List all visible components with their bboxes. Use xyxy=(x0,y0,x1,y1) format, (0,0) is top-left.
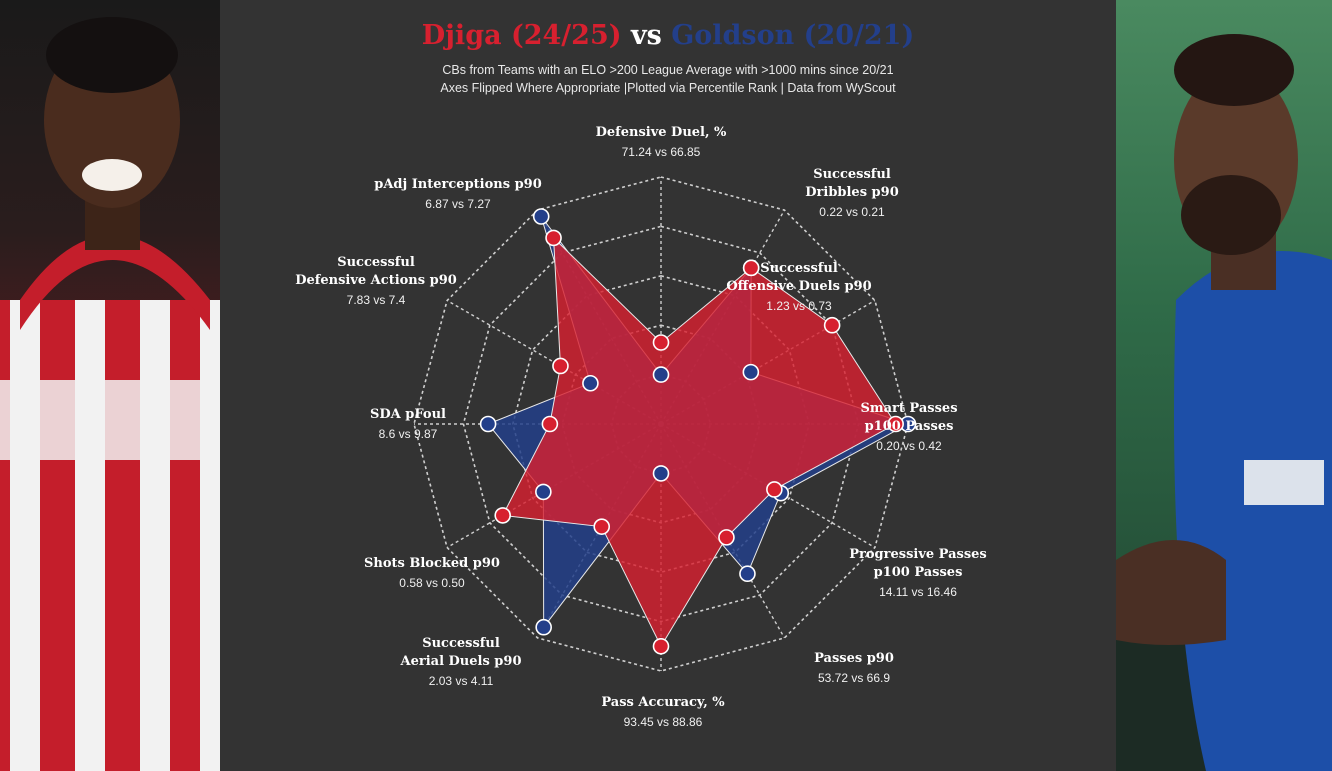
axis-label-name: Passes p90 xyxy=(814,651,894,666)
axis-label-name: Successful Dribbles p90 xyxy=(805,167,899,200)
axis-label-name: Defensive Duel, % xyxy=(595,125,727,140)
series-1-point-12 xyxy=(545,229,562,247)
series-1-point-3 xyxy=(823,316,841,334)
player1-name: Djiga (24/25) xyxy=(421,20,622,51)
axis-label-values: 0.22 vs 0.21 xyxy=(819,205,885,219)
axis-label-values: 0.58 vs 0.50 xyxy=(399,576,465,590)
axis-label-name: Successful Aerial Duels p90 xyxy=(400,636,522,669)
series-2-point-8 xyxy=(535,618,552,636)
axis-label-8: Successful Aerial Duels p90 2.03 vs 4.11 xyxy=(401,635,522,690)
axis-label-9: Shots Blocked p90 0.58 vs 0.50 xyxy=(364,555,500,592)
axis-label-values: 1.23 vs 0.73 xyxy=(766,299,832,313)
axis-label-1: Defensive Duel, % 71.24 vs 66.85 xyxy=(596,124,727,161)
subtitle-line-2: Axes Flipped Where Appropriate |Plotted … xyxy=(440,81,896,95)
axis-label-4: Smart Passes p100 Passes 0.20 vs 0.42 xyxy=(860,400,957,455)
grid-spoke-5 xyxy=(660,423,876,549)
radar-chart xyxy=(413,176,917,672)
axis-label-name: Successful Offensive Duels p90 xyxy=(726,261,872,294)
series-1-point-6 xyxy=(718,529,735,546)
grid-spoke-11 xyxy=(446,299,662,425)
axis-label-name: Shots Blocked p90 xyxy=(364,556,500,571)
axis-label-name: SDA pFoul xyxy=(370,407,446,422)
axis-label-10: SDA pFoul 8.6 vs 9.87 xyxy=(370,406,446,443)
axis-label-values: 6.87 vs 7.27 xyxy=(425,197,491,211)
axis-label-11: Successful Defensive Actions p90 7.83 vs 7… xyxy=(295,254,457,309)
axis-label-7: Pass Accuracy, % 93.45 vs 88.86 xyxy=(601,694,724,731)
axis-label-values: 0.20 vs 0.42 xyxy=(876,439,942,453)
series-1-point-1 xyxy=(652,334,670,351)
chart-title: Djiga (24/25) vs Goldson (20/21) xyxy=(220,20,1116,51)
subtitle-line-1: CBs from Teams with an ELO >200 League A… xyxy=(442,63,894,77)
player1-photo xyxy=(0,0,220,771)
series-2-point-3 xyxy=(742,363,760,381)
axis-label-name: Successful Defensive Actions p90 xyxy=(295,255,457,288)
axis-label-values: 8.6 vs 9.87 xyxy=(378,427,438,441)
axis-label-values: 7.83 vs 7.4 xyxy=(346,293,406,307)
grid-spoke-6 xyxy=(660,423,786,639)
series-1-point-7 xyxy=(652,637,670,655)
axis-label-name: Pass Accuracy, % xyxy=(601,695,725,710)
series-2-point-1 xyxy=(652,366,670,383)
axis-label-values: 2.03 vs 4.11 xyxy=(428,674,494,688)
grid-ring-5 xyxy=(413,176,909,672)
axis-label-values: 71.24 vs 66.85 xyxy=(621,145,701,159)
series-1-point-11 xyxy=(552,357,569,375)
series-1-point-4 xyxy=(887,415,904,433)
series-2-point-12 xyxy=(532,208,550,225)
grid-spoke-2 xyxy=(660,209,786,425)
axis-label-5: Progressive Passes p100 Passes 14.11 vs 16… xyxy=(849,546,987,601)
series-1-point-5 xyxy=(766,481,783,498)
axis-label-name: pAdj Interceptions p90 xyxy=(374,177,542,192)
series-2-point-7 xyxy=(652,465,670,482)
axis-label-3: Successful Offensive Duels p90 1.23 vs 0.7… xyxy=(726,260,871,315)
axis-label-name: Smart Passes p100 Passes xyxy=(860,401,958,434)
axis-label-values: 14.11 vs 16.46 xyxy=(879,585,957,599)
axis-label-12: pAdj Interceptions p90 6.87 vs 7.27 xyxy=(374,176,542,213)
axis-label-values: 93.45 vs 88.86 xyxy=(623,715,703,729)
series-1-point-2 xyxy=(742,259,760,277)
series-1-point-9 xyxy=(494,507,512,524)
series-2-point-10 xyxy=(479,415,497,433)
title-vs: vs xyxy=(630,20,662,51)
series-2-point-6 xyxy=(739,565,756,583)
axis-label-name: Progressive Passes p100 Passes xyxy=(849,547,987,580)
player2-name: Goldson (20/21) xyxy=(671,20,915,51)
series-1-point-8 xyxy=(593,518,611,535)
axis-label-6: Passes p90 53.72 vs 66.9 xyxy=(814,650,894,687)
axis-label-2: Successful Dribbles p90 0.22 vs 0.21 xyxy=(805,166,898,221)
series-1-point-10 xyxy=(541,415,559,433)
grid-spoke-9 xyxy=(446,423,662,549)
series-2-point-11 xyxy=(582,374,599,392)
axis-label-values: 53.72 vs 66.9 xyxy=(817,671,891,685)
series-2-point-9 xyxy=(535,483,552,501)
player2-photo xyxy=(1116,0,1332,771)
